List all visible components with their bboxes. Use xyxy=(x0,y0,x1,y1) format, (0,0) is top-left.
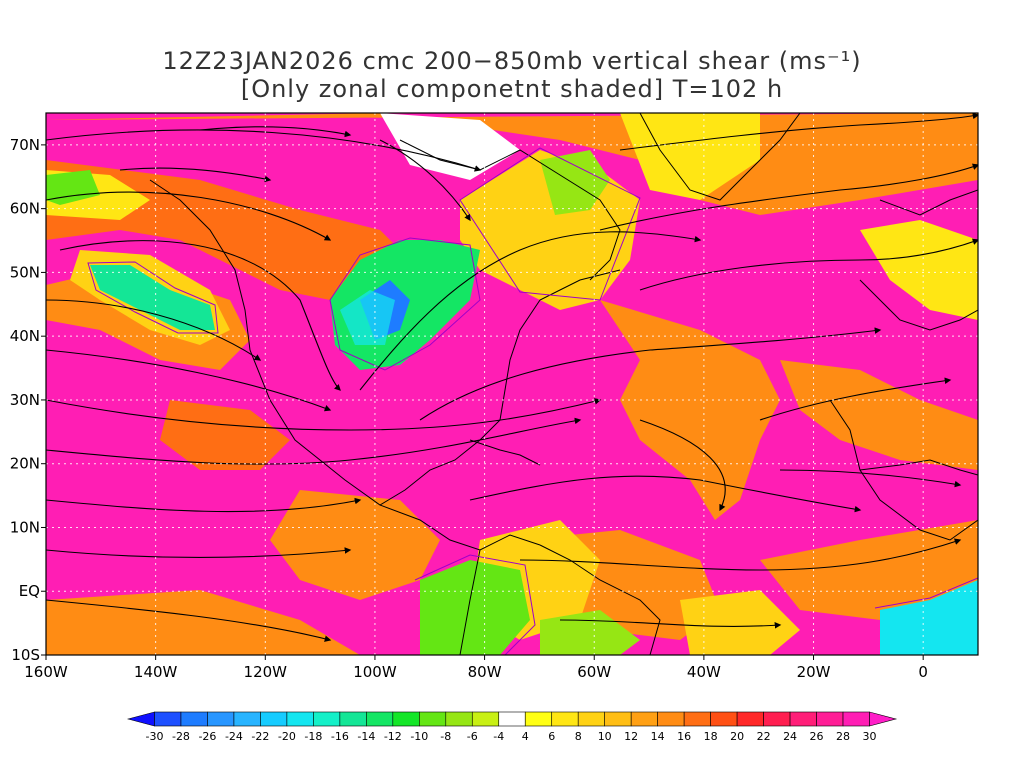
colorbar-label: -12 xyxy=(384,730,402,743)
chart-subtitle: [Only zonal componetnt shaded] T=102 h xyxy=(240,75,784,103)
y-tick-label: 40N xyxy=(10,327,40,345)
x-tick-label: 40W xyxy=(687,663,721,681)
colorbar-label: 26 xyxy=(810,730,824,743)
colorbar-swatch xyxy=(816,711,844,727)
colorbar-swatch xyxy=(366,711,394,727)
x-tick-label: 120W xyxy=(244,663,288,681)
colorbar-swatch xyxy=(126,711,155,727)
colorbar-label: 20 xyxy=(730,730,744,743)
x-tick-label: 140W xyxy=(134,663,178,681)
colorbar-swatch xyxy=(260,711,288,727)
colorbar-label: -8 xyxy=(440,730,451,743)
y-tick-label: 10S xyxy=(11,646,40,664)
y-tick-label: EQ xyxy=(19,582,40,600)
y-tick-label: 30N xyxy=(10,391,40,409)
colorbar-swatch xyxy=(339,711,367,727)
lat-lon-grid xyxy=(46,113,978,655)
colorbar-label: 22 xyxy=(757,730,771,743)
colorbar-swatch xyxy=(763,711,791,727)
colorbar-swatch xyxy=(392,711,420,727)
colorbar-swatch xyxy=(657,711,685,727)
streamlines xyxy=(46,113,978,642)
colorbar-swatch xyxy=(233,711,261,727)
colorbar-label: -14 xyxy=(357,730,375,743)
x-tick-label: 80W xyxy=(468,663,502,681)
colorbar-label: 12 xyxy=(624,730,638,743)
colorbar-label: -4 xyxy=(493,730,504,743)
y-axis-ticks: 70N 60N 50N 40N 30N 20N 10N EQ 10S xyxy=(10,136,46,664)
colorbar-swatch xyxy=(524,711,553,727)
colorbar-swatch xyxy=(419,711,447,727)
colorbar-swatch xyxy=(286,711,314,727)
colorbar-swatch xyxy=(445,711,473,727)
map-field xyxy=(46,113,978,655)
colorbar-swatch xyxy=(154,711,182,727)
colorbar-swatch xyxy=(604,711,632,727)
colorbar-label: -10 xyxy=(410,730,428,743)
colorbar-label: -22 xyxy=(251,730,269,743)
colorbar-label: 4 xyxy=(522,730,529,743)
colorbar-label: -24 xyxy=(225,730,243,743)
colorbar-swatch xyxy=(842,711,870,727)
colorbar-swatch xyxy=(577,711,605,727)
colorbar-label: -18 xyxy=(304,730,322,743)
x-axis-ticks: 160W 140W 120W 100W 80W 60W 40W 20W 0 xyxy=(24,655,928,681)
y-tick-label: 60N xyxy=(10,200,40,218)
chart-title: 12Z23JAN2026 cmc 200−850mb vertical shea… xyxy=(162,47,862,75)
colorbar-swatch xyxy=(471,711,500,727)
colorbar-label: 16 xyxy=(677,730,691,743)
x-tick-label: 20W xyxy=(797,663,831,681)
colorbar: -30 -28 -26 -24 -22 -20 -18 -16 -14 -12 -10 -8 -6 -4 4… xyxy=(126,711,898,743)
x-tick-label: 100W xyxy=(353,663,397,681)
colorbar-label: -6 xyxy=(467,730,478,743)
map-frame xyxy=(45,112,979,656)
colorbar-label: -28 xyxy=(172,730,190,743)
colorbar-label: -30 xyxy=(145,730,163,743)
x-tick-label: 0 xyxy=(918,663,928,681)
colorbar-swatch xyxy=(207,711,235,727)
colorbar-swatch xyxy=(630,711,658,727)
x-tick-label: 160W xyxy=(24,663,68,681)
colorbar-swatch xyxy=(313,711,341,727)
colorbar-label: 14 xyxy=(651,730,665,743)
colorbar-label: 24 xyxy=(783,730,797,743)
colorbar-label: 18 xyxy=(704,730,718,743)
colorbar-label: 8 xyxy=(575,730,582,743)
colorbar-swatch xyxy=(551,711,579,727)
y-tick-label: 70N xyxy=(10,136,40,154)
colorbar-swatch xyxy=(710,711,738,727)
colorbar-label: -26 xyxy=(198,730,216,743)
colorbar-label: 30 xyxy=(863,730,877,743)
colorbar-swatch xyxy=(180,711,208,727)
y-tick-label: 50N xyxy=(10,263,40,281)
x-tick-label: 60W xyxy=(577,663,611,681)
colorbar-label: -16 xyxy=(331,730,349,743)
colorbar-swatch xyxy=(736,711,764,727)
contour-lines xyxy=(87,147,978,655)
colorbar-label: -20 xyxy=(278,730,296,743)
colorbar-label: 28 xyxy=(836,730,850,743)
colorbar-swatch xyxy=(789,711,817,727)
coastlines xyxy=(149,113,978,655)
colorbar-label: 6 xyxy=(548,730,555,743)
colorbar-swatch xyxy=(869,711,898,727)
y-tick-label: 20N xyxy=(10,455,40,473)
colorbar-swatch xyxy=(498,711,526,727)
y-tick-label: 10N xyxy=(10,518,40,536)
colorbar-swatch xyxy=(683,711,711,727)
colorbar-label: 10 xyxy=(598,730,612,743)
